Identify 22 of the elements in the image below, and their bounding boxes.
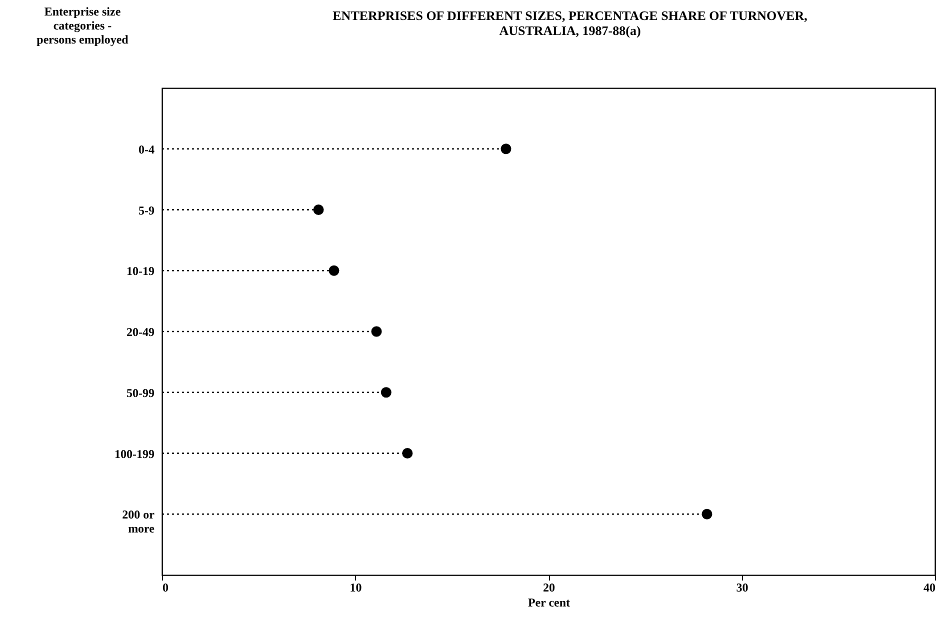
x-tick-label: 10 — [350, 580, 362, 594]
x-tick-label: 40 — [924, 580, 936, 594]
point — [328, 265, 340, 276]
x-axis-title: Per cent — [528, 596, 570, 610]
y-tick-label: 50-99 — [126, 386, 154, 400]
point — [313, 204, 324, 215]
y-tick-label: 100-199 — [114, 446, 154, 461]
y-tick-label: 200 or more — [122, 508, 156, 536]
x-tick-label: 30 — [736, 580, 748, 594]
point — [500, 144, 512, 154]
point — [371, 326, 382, 337]
x-tick-label: 20 — [543, 580, 555, 594]
y-tick-label: 0-4 — [138, 142, 154, 156]
y-tick-label: 10-19 — [126, 264, 154, 278]
point — [702, 508, 712, 520]
x-tick-label: 0 — [162, 580, 168, 594]
point — [402, 448, 413, 458]
y-tick-label: 20-49 — [126, 325, 154, 339]
y-axis-title: Enterprise size categories - persons employed — [36, 4, 129, 46]
y-tick-label: 5-9 — [138, 203, 154, 218]
chart-title: ENTERPRISES OF DIFFERENT SIZES, PERCENTAGE SHARE OF TURNOVER, AUSTRALIA, 1987-88(a) — [332, 8, 808, 38]
point — [380, 387, 392, 398]
